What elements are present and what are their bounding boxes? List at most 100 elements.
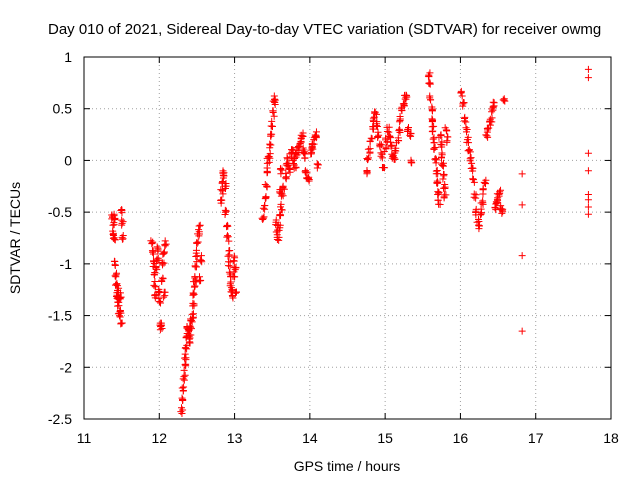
- data-point: [386, 132, 394, 140]
- data-point: [387, 142, 395, 150]
- data-point: [395, 125, 403, 133]
- data-point: [497, 186, 505, 194]
- data-point: [150, 271, 158, 279]
- data-point: [280, 185, 288, 193]
- data-point: [402, 91, 410, 99]
- data-point: [426, 80, 434, 88]
- data-point: [196, 256, 204, 264]
- data-point: [188, 310, 196, 318]
- data-point: [363, 168, 371, 176]
- data-point: [469, 175, 477, 183]
- data-point: [479, 185, 487, 193]
- data-point: [190, 290, 198, 298]
- data-point: [225, 237, 233, 245]
- data-point: [392, 144, 400, 152]
- data-point: [178, 384, 186, 392]
- data-point: [394, 136, 402, 144]
- data-point: [158, 277, 166, 285]
- data-point: [270, 112, 278, 120]
- data-point: [195, 232, 203, 240]
- data-point: [518, 327, 526, 335]
- data-point: [119, 231, 127, 239]
- data-point: [223, 232, 231, 240]
- data-point: [149, 248, 157, 256]
- data-point: [369, 116, 377, 124]
- data-point: [484, 126, 492, 134]
- data-point: [116, 289, 124, 297]
- data-point: [493, 195, 501, 203]
- data-point: [182, 344, 190, 352]
- data-point: [363, 155, 371, 163]
- data-point: [427, 96, 435, 104]
- data-point: [367, 134, 375, 142]
- data-point: [269, 107, 277, 115]
- data-point: [232, 288, 240, 296]
- data-point: [225, 247, 233, 255]
- data-point: [584, 203, 592, 211]
- plot-frame: [83, 56, 612, 420]
- data-point: [160, 248, 168, 256]
- data-point: [426, 94, 434, 102]
- data-point: [220, 172, 228, 180]
- data-point: [150, 281, 158, 289]
- data-point: [438, 149, 446, 157]
- data-point: [464, 133, 472, 141]
- data-point: [470, 193, 478, 201]
- data-point: [197, 256, 205, 264]
- data-point: [425, 71, 433, 79]
- data-point: [458, 92, 466, 100]
- data-point: [118, 233, 126, 241]
- data-point: [196, 221, 204, 229]
- data-point: [193, 239, 201, 247]
- data-point: [116, 308, 124, 316]
- data-point: [268, 130, 276, 138]
- data-point: [275, 226, 283, 234]
- data-point: [187, 323, 195, 331]
- data-point: [433, 177, 441, 185]
- data-point: [230, 257, 238, 265]
- data-point: [261, 195, 269, 203]
- data-point: [179, 396, 187, 404]
- data-point: [149, 238, 157, 246]
- data-point: [274, 221, 282, 229]
- data-point: [584, 210, 592, 218]
- data-point: [283, 159, 291, 167]
- data-point: [153, 255, 161, 263]
- data-point: [263, 183, 271, 191]
- data-point: [282, 169, 290, 177]
- data-point: [110, 212, 118, 220]
- data-point: [429, 116, 437, 124]
- data-point: [224, 252, 232, 260]
- data-point: [488, 108, 496, 116]
- data-point: [365, 154, 373, 162]
- data-point: [496, 188, 504, 196]
- data-point: [110, 234, 118, 242]
- data-point: [457, 89, 465, 97]
- data-point: [111, 272, 119, 280]
- data-point: [462, 128, 470, 136]
- data-point: [153, 243, 161, 251]
- data-point: [194, 238, 202, 246]
- data-point: [584, 74, 592, 82]
- data-point: [268, 122, 276, 130]
- data-point: [469, 175, 477, 183]
- data-point: [399, 100, 407, 108]
- y-axis-label: SDTVAR / TECUs: [7, 182, 23, 294]
- x-tick-label: 15: [377, 430, 393, 446]
- data-point: [500, 95, 508, 103]
- data-point: [404, 126, 412, 134]
- data-point: [391, 149, 399, 157]
- y-tick-label: -2.5: [48, 411, 72, 427]
- data-point: [368, 135, 376, 143]
- data-point: [218, 196, 226, 204]
- data-point: [278, 166, 286, 174]
- data-point: [290, 164, 298, 172]
- data-point: [181, 361, 189, 369]
- data-point: [230, 273, 238, 281]
- data-point: [181, 371, 189, 379]
- data-point: [584, 196, 592, 204]
- data-point: [292, 164, 300, 172]
- data-point: [219, 171, 227, 179]
- data-point: [119, 218, 127, 226]
- data-point: [442, 191, 450, 199]
